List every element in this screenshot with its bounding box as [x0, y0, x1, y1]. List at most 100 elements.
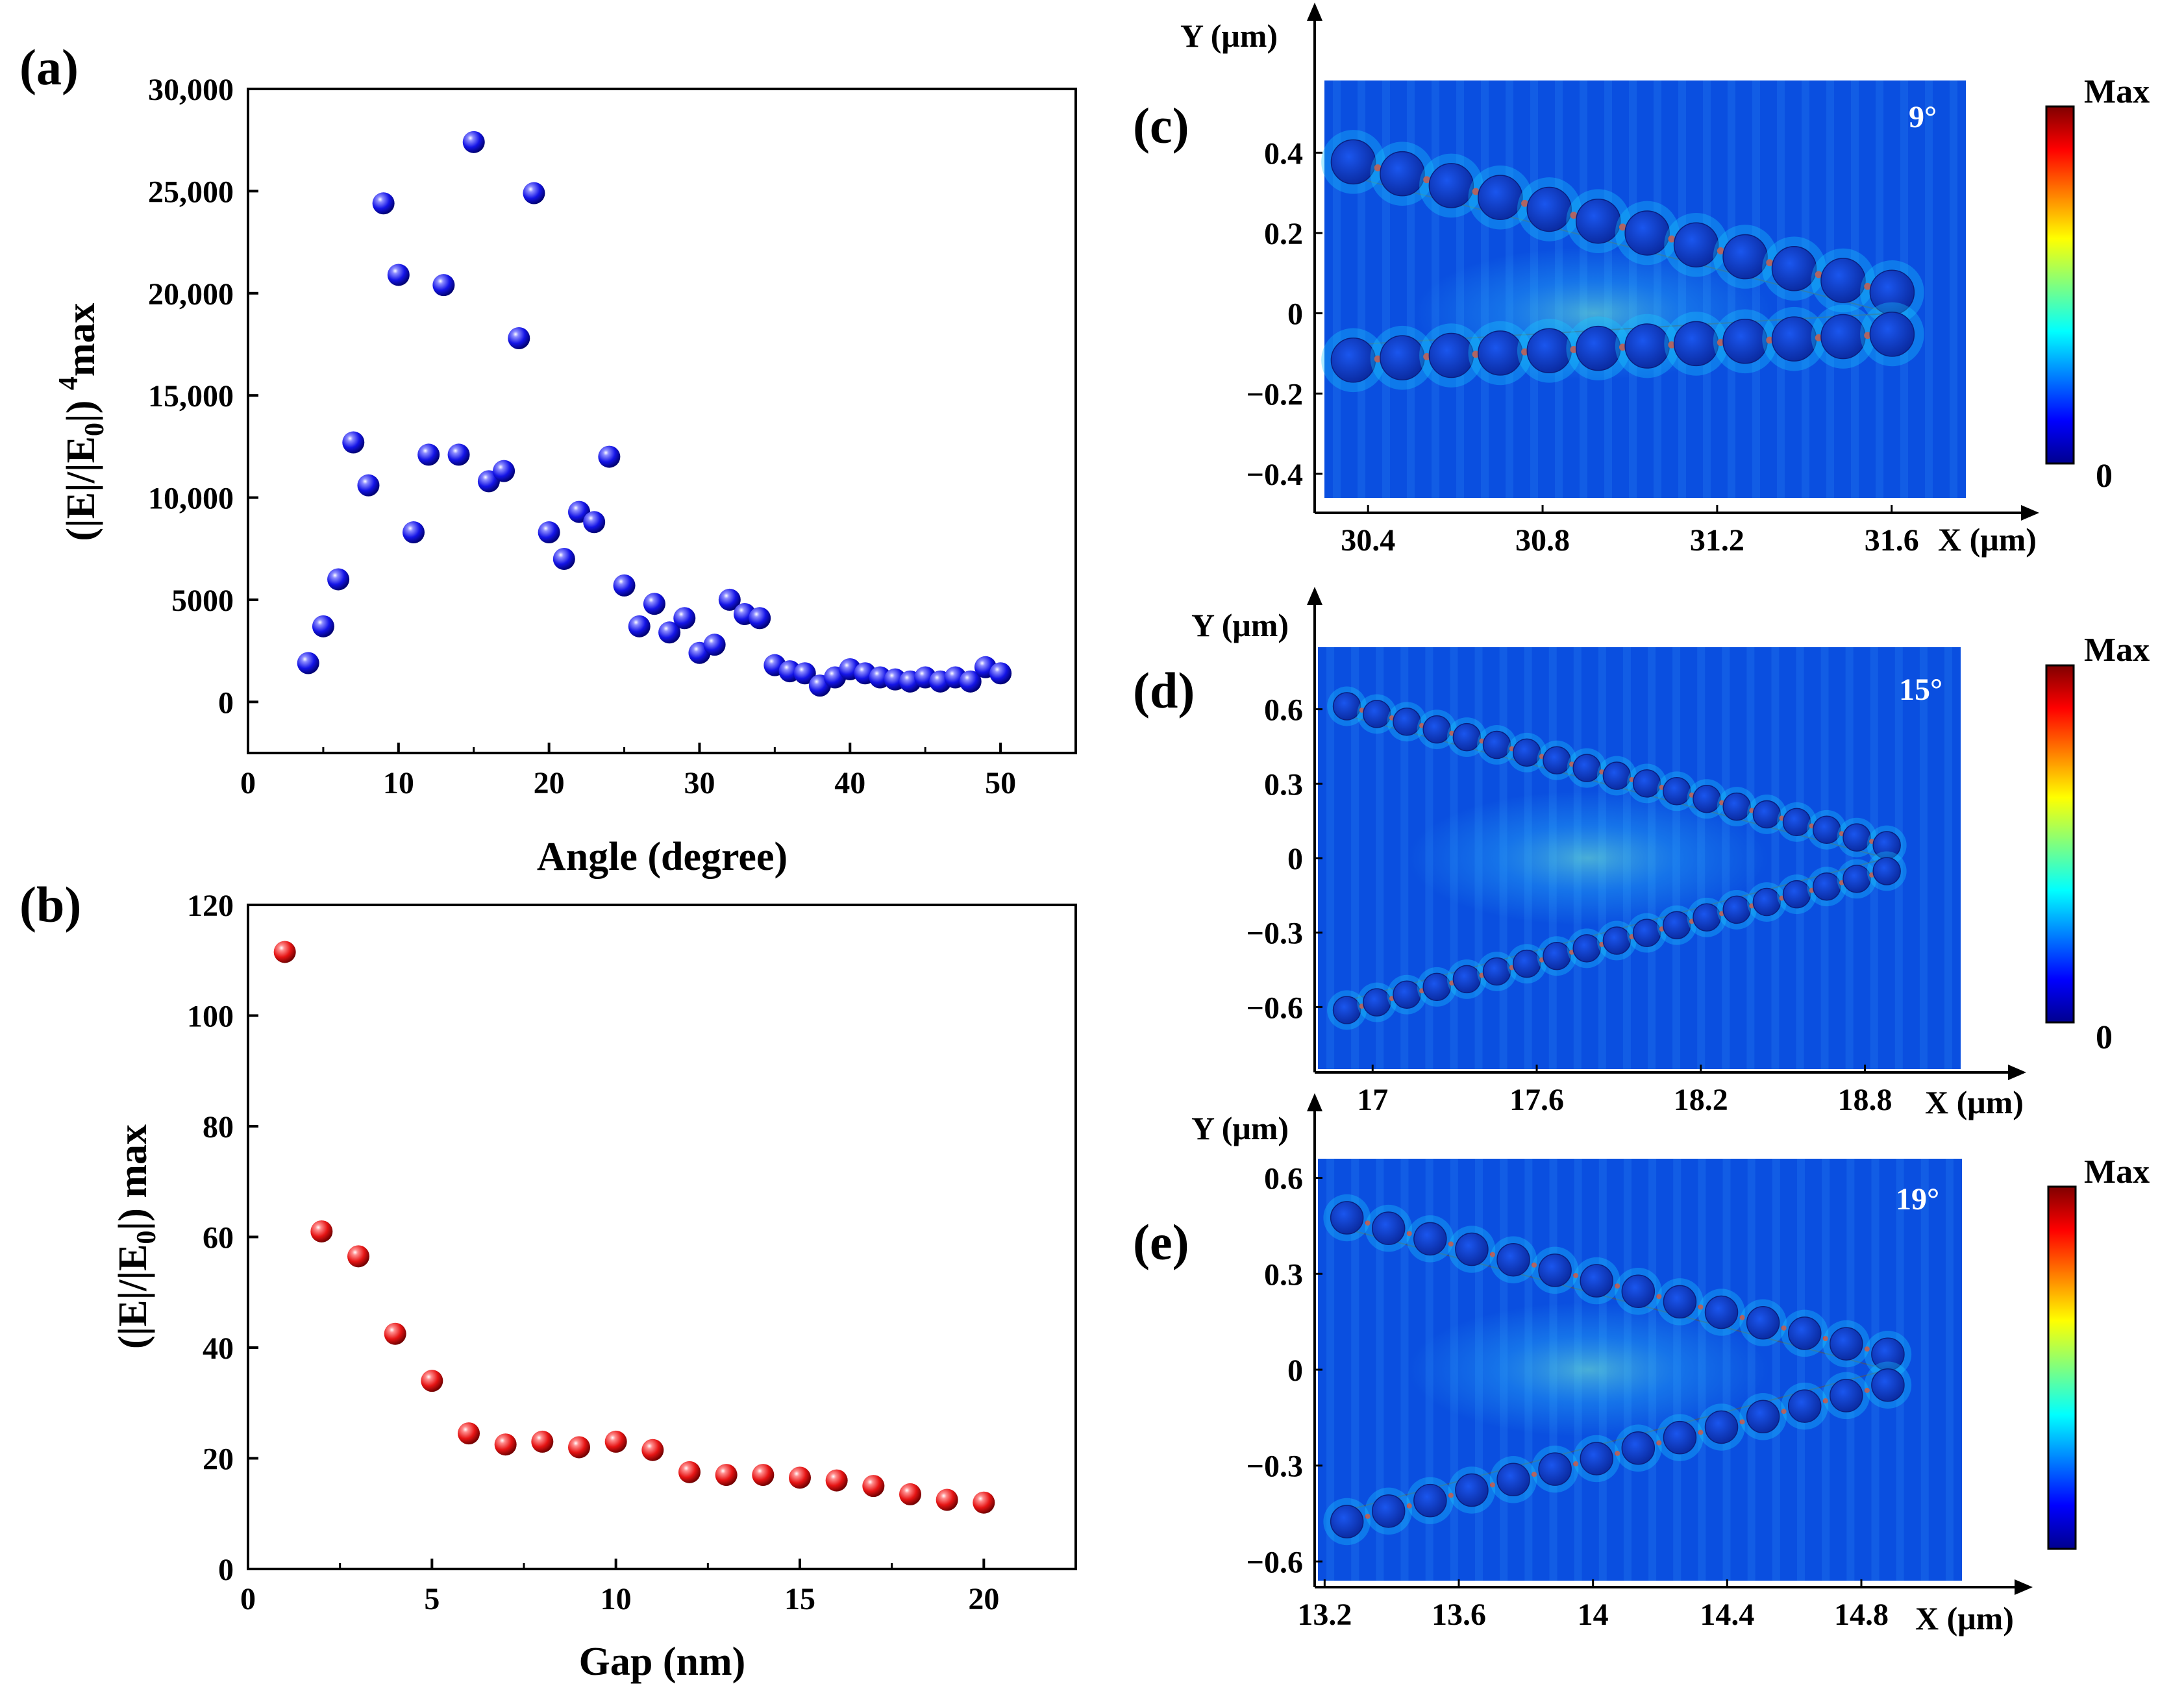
data-point: [538, 521, 560, 544]
field-fringe: [1358, 80, 1365, 498]
field-pattern-e: [1323, 1159, 1954, 1581]
y-tick-label: 20: [203, 1442, 234, 1477]
y-tick-label: 0: [218, 685, 234, 720]
nanosphere: [1363, 700, 1391, 728]
field-fringe: [1400, 647, 1409, 1069]
hotspot: [1656, 1294, 1662, 1300]
data-point: [613, 574, 636, 597]
colorbar-min-d: 0: [2096, 1019, 2113, 1056]
points-b: [273, 941, 995, 1514]
hotspot: [1864, 332, 1872, 340]
nanosphere: [1602, 926, 1632, 955]
field-fringe: [1845, 647, 1854, 1069]
hotspot: [1521, 348, 1528, 356]
data-point: [989, 662, 1012, 685]
hotspot: [1698, 1304, 1704, 1310]
x-tick-label: 0: [240, 1582, 256, 1616]
field-fringe: [1797, 1159, 1805, 1581]
data-point: [387, 264, 410, 286]
y-tick-label: 20,000: [148, 277, 234, 312]
data-point: [493, 460, 515, 482]
data-point: [403, 521, 425, 544]
data-point: [297, 652, 319, 674]
x-tick-label: 10: [383, 766, 414, 800]
nanosphere: [1752, 887, 1781, 917]
hotspot: [1619, 343, 1626, 351]
data-point: [494, 1433, 517, 1456]
field-fringe: [1894, 647, 1903, 1069]
field-fringe: [1950, 80, 1957, 498]
y-axis-title-a: (|E|/|E0|) 4max: [54, 303, 110, 541]
y-tick-label: −0.6: [1247, 991, 1303, 1025]
data-point: [372, 192, 395, 215]
data-point: [384, 1322, 406, 1345]
nanosphere: [1371, 1211, 1406, 1245]
colorbar-d: [2045, 664, 2075, 1024]
y-tick-label: 25,000: [148, 175, 234, 209]
y-tick-label: −0.2: [1247, 377, 1303, 412]
field-fringe: [1920, 1159, 1929, 1581]
field-fringe: [1351, 1159, 1359, 1581]
points-a: [297, 130, 1012, 697]
hotspot: [1472, 351, 1480, 358]
x-tick-label: 50: [985, 766, 1016, 800]
colorbar-max-e: Max: [2084, 1154, 2150, 1191]
nanosphere: [1575, 198, 1621, 244]
data-point: [641, 1439, 664, 1461]
data-point: [973, 1491, 995, 1514]
data-point: [583, 511, 606, 534]
nanosphere: [1621, 1431, 1656, 1465]
y-tick-label: 10,000: [148, 482, 234, 516]
field-fringe: [1919, 647, 1928, 1069]
hotspot: [1619, 223, 1626, 231]
x-tick-label: 14.4: [1700, 1598, 1754, 1632]
data-point: [678, 1461, 701, 1483]
x-axis-title-b: Gap (nm): [579, 1640, 746, 1684]
axes-e: 13.2 13.6 14 14.4 14.8 −0.6 −0.3 0 0.3 0.6: [1247, 1093, 2033, 1632]
nanosphere: [1663, 911, 1691, 939]
y-tick-label: 0: [1287, 297, 1303, 332]
nanosphere: [1746, 1305, 1780, 1340]
y-axis-title-b: (|E|/|E0|) max: [111, 1124, 162, 1349]
nanosphere: [1602, 761, 1632, 790]
panel-label-e: (e): [1133, 1214, 1189, 1270]
nanosphere: [1782, 880, 1811, 909]
hotspot: [1739, 1419, 1745, 1425]
hotspot: [1815, 271, 1822, 278]
nanosphere: [1722, 792, 1751, 821]
data-point: [936, 1488, 958, 1511]
field-fringe: [1802, 80, 1809, 498]
x-tick-label: 30.4: [1341, 523, 1395, 558]
plot-frame-a: [247, 88, 1077, 754]
y-tick-label: −0.3: [1247, 1450, 1303, 1484]
ticks-b: 0 5 10 15 20 0 20 40 60 80 100 120: [187, 889, 999, 1616]
field-fringe: [1771, 647, 1780, 1069]
data-point: [959, 670, 982, 693]
data-point: [749, 607, 771, 630]
nanosphere: [1496, 1463, 1530, 1497]
y-tick-label: 80: [203, 1110, 234, 1144]
panel-e: (e) 13.2 13.6 14 14.4 14.8 −0.6 −0.3 0 0.3 0.6 X …: [1133, 1093, 2150, 1636]
nanosphere: [1543, 942, 1571, 970]
x-axis-title-e: X (μm): [1915, 1600, 2014, 1636]
y-tick-label: 0.6: [1264, 1162, 1303, 1196]
nanosphere: [1572, 754, 1601, 782]
nanosphere: [1663, 777, 1691, 806]
x-tick-label: 31.6: [1865, 523, 1919, 558]
data-point: [347, 1245, 369, 1268]
x-tick-label: 10: [601, 1582, 632, 1616]
data-point: [552, 547, 575, 570]
field-fringe: [1382, 80, 1390, 498]
nanosphere: [1722, 895, 1751, 924]
hotspot: [1448, 1492, 1454, 1498]
nanosphere: [1624, 210, 1670, 256]
x-tick-label: 17.6: [1509, 1083, 1564, 1117]
nanosphere: [1746, 1400, 1780, 1434]
field-fringe: [1333, 80, 1341, 498]
panel-label-d: (d): [1133, 662, 1195, 719]
nanosphere: [1482, 957, 1511, 986]
nanosphere: [1422, 715, 1451, 744]
hotspot: [1406, 1503, 1412, 1509]
y-axis-title-e: Y (μm): [1191, 1110, 1289, 1146]
